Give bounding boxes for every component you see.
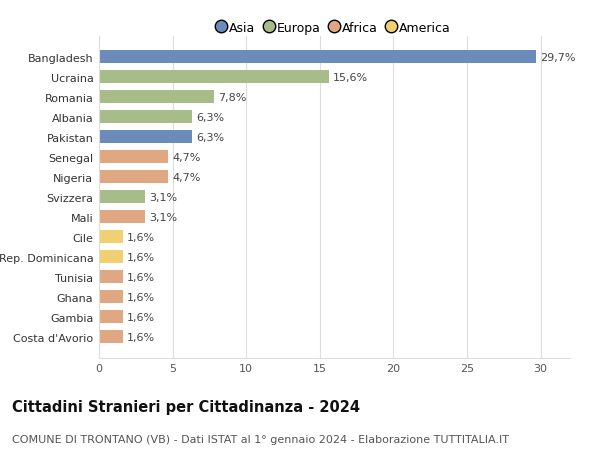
Text: 1,6%: 1,6% [127,292,155,302]
Text: 7,8%: 7,8% [218,93,247,103]
Text: COMUNE DI TRONTANO (VB) - Dati ISTAT al 1° gennaio 2024 - Elaborazione TUTTITALI: COMUNE DI TRONTANO (VB) - Dati ISTAT al … [12,434,509,444]
Bar [99,231,122,244]
Text: Cittadini Stranieri per Cittadinanza - 2024: Cittadini Stranieri per Cittadinanza - 2… [12,399,360,414]
Bar [99,251,122,263]
Bar [99,51,536,64]
Bar [99,171,168,184]
Bar [99,330,122,343]
Text: 29,7%: 29,7% [541,53,576,63]
Text: 1,6%: 1,6% [127,232,155,242]
Bar [99,211,145,224]
Text: 1,6%: 1,6% [127,332,155,342]
Legend: Asia, Europa, Africa, America: Asia, Europa, Africa, America [213,17,456,40]
Text: 4,7%: 4,7% [173,152,201,162]
Bar [99,111,192,124]
Text: 3,1%: 3,1% [149,192,177,202]
Text: 4,7%: 4,7% [173,173,201,182]
Bar [99,151,168,164]
Text: 15,6%: 15,6% [333,73,368,83]
Text: 1,6%: 1,6% [127,272,155,282]
Text: 6,3%: 6,3% [196,133,224,143]
Text: 3,1%: 3,1% [149,213,177,222]
Bar [99,271,122,284]
Bar [99,91,214,104]
Bar [99,311,122,324]
Text: 6,3%: 6,3% [196,112,224,123]
Bar [99,291,122,303]
Text: 1,6%: 1,6% [127,252,155,262]
Bar [99,71,329,84]
Bar [99,191,145,204]
Text: 1,6%: 1,6% [127,312,155,322]
Bar [99,131,192,144]
